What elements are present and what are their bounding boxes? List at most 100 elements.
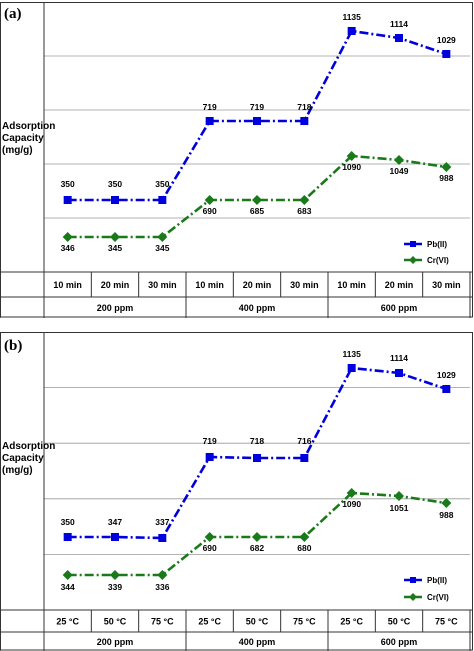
- x-tick-label: 25 °C: [198, 617, 221, 627]
- series-pb: 350 350 350 719 719 718 1135 1114 1029: [61, 12, 456, 204]
- data-label: 1029: [437, 370, 456, 380]
- legend-swatch-marker: [410, 241, 416, 247]
- panel-letter: (b): [4, 338, 22, 354]
- data-label: 988: [439, 173, 453, 183]
- series-line: [67, 366, 447, 540]
- x-tick-label: 50 °C: [104, 617, 127, 627]
- series-pb: 350 347 337 719 718 716 1135 1114 1029: [61, 349, 456, 542]
- data-point: [111, 533, 119, 541]
- data-label: 1090: [342, 499, 361, 509]
- x-group-label: 200 ppm: [97, 637, 134, 647]
- data-point: [63, 533, 72, 541]
- legend-label: Cr(VI): [427, 593, 449, 602]
- x-tick-label: 75 °C: [151, 617, 174, 627]
- data-label: 336: [155, 582, 169, 592]
- data-point: [300, 117, 309, 125]
- data-label: 350: [155, 179, 169, 189]
- legend-swatch-marker: [409, 593, 417, 601]
- data-label: 1051: [390, 503, 409, 513]
- x-tick-label: 30 min: [290, 280, 319, 290]
- data-point: [347, 364, 356, 372]
- x-tick-label: 10 min: [195, 280, 224, 290]
- data-point: [253, 454, 261, 462]
- data-point: [441, 498, 452, 508]
- data-point: [299, 195, 310, 205]
- legend-entry: Pb(II): [404, 240, 447, 249]
- data-point: [394, 155, 404, 165]
- data-label: 350: [61, 179, 75, 189]
- x-group-label: 200 ppm: [97, 303, 134, 313]
- data-label: 345: [155, 243, 169, 253]
- data-label: 344: [61, 582, 75, 592]
- x-tick-label: 20 min: [243, 280, 272, 290]
- data-label: 1114: [390, 19, 408, 29]
- data-point: [157, 570, 168, 580]
- legend-entry: Pb(II): [404, 576, 447, 585]
- y-axis-label: (mg/g): [2, 465, 33, 476]
- y-axis-label: Adsorption: [2, 121, 55, 132]
- panel-frame: [0, 332, 473, 651]
- panel-letter: (a): [4, 6, 22, 22]
- series-line: [67, 154, 447, 239]
- data-point: [299, 532, 310, 542]
- x-tick-label: 10 min: [337, 280, 366, 290]
- x-group-label: 400 ppm: [239, 637, 276, 647]
- legend-entry: Cr(VI): [404, 256, 449, 265]
- data-point: [204, 532, 215, 542]
- panel-frame: [0, 2, 473, 318]
- legend-label: Pb(II): [427, 576, 447, 585]
- y-axis-label: Capacity: [2, 453, 44, 464]
- data-label: 339: [108, 582, 122, 592]
- x-tick-label: 50 °C: [246, 617, 269, 627]
- data-label: 682: [250, 543, 264, 553]
- data-label: 1029: [437, 35, 456, 45]
- data-point: [157, 232, 168, 242]
- x-tick-label: 75 °C: [293, 617, 316, 627]
- data-point: [441, 162, 452, 172]
- x-tick-label: 30 min: [432, 280, 461, 290]
- data-label: 1114: [390, 353, 408, 363]
- data-label: 1090: [342, 162, 361, 172]
- x-group-label: 600 ppm: [381, 303, 418, 313]
- x-tick-label: 20 min: [385, 280, 414, 290]
- data-point: [395, 369, 403, 377]
- data-label: 1135: [342, 12, 361, 22]
- data-point: [63, 196, 72, 204]
- data-label: 680: [297, 543, 311, 553]
- data-label: 988: [439, 510, 453, 520]
- data-label: 350: [61, 517, 75, 527]
- x-tick-label: 25 °C: [340, 617, 363, 627]
- y-axis-label: (mg/g): [2, 145, 33, 156]
- legend-swatch-marker: [410, 577, 416, 583]
- data-point: [158, 196, 167, 204]
- chart-panel-a: 10 min 20 min 30 min 10 min 20 min 30 min 10 m…: [0, 2, 473, 318]
- data-point: [205, 453, 214, 461]
- data-label: 685: [250, 206, 264, 216]
- x-group-label: 600 ppm: [381, 637, 418, 647]
- x-tick-label: 20 min: [101, 280, 130, 290]
- data-point: [252, 195, 262, 205]
- data-point: [395, 34, 403, 42]
- data-point: [110, 232, 120, 242]
- data-label: 346: [61, 243, 75, 253]
- data-point: [442, 50, 451, 58]
- data-point: [204, 195, 215, 205]
- data-point: [110, 570, 120, 580]
- data-point: [158, 534, 167, 542]
- data-point: [347, 27, 356, 35]
- x-tick-label: 75 °C: [435, 617, 458, 627]
- series-cr: 346 345 345 690 685 683 1090 1049 988: [61, 151, 454, 253]
- data-point: [62, 232, 73, 242]
- y-axis-label: Adsorption: [2, 441, 55, 452]
- legend-label: Cr(VI): [427, 256, 449, 265]
- data-label: 719: [203, 102, 217, 112]
- data-label: 337: [155, 517, 169, 527]
- data-label: 719: [203, 436, 217, 446]
- data-point: [346, 488, 357, 498]
- x-tick-label: 50 °C: [388, 617, 411, 627]
- data-point: [205, 117, 214, 125]
- data-point: [394, 491, 404, 501]
- data-label: 690: [203, 206, 217, 216]
- data-label: 683: [297, 206, 311, 216]
